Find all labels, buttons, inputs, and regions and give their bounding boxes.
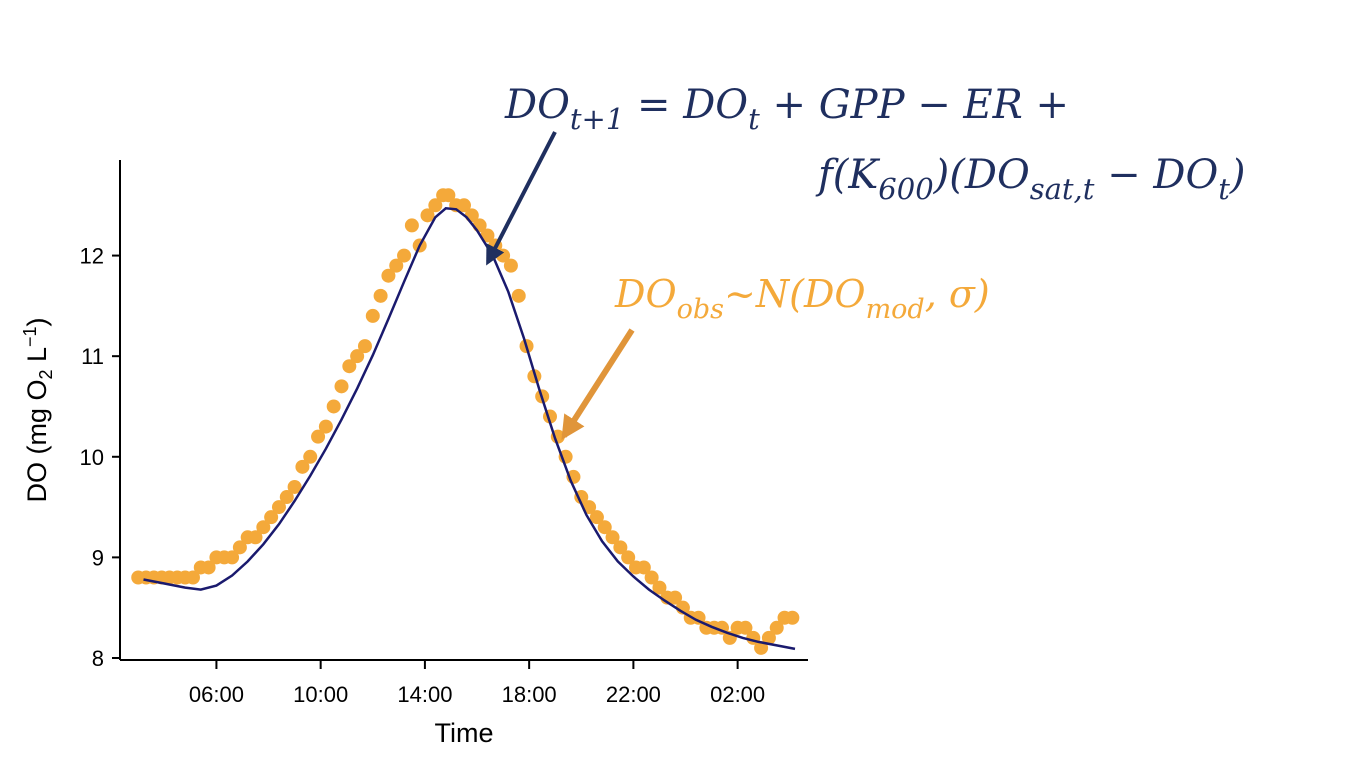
data-point xyxy=(311,429,326,444)
equation-annotations: DOt+1 = DOt + GPP − ER + f(K600)(DOsat,t… xyxy=(486,82,1246,441)
data-point xyxy=(201,560,216,575)
data-point xyxy=(441,188,456,203)
data-point xyxy=(428,198,443,213)
x-tick-label: 14:00 xyxy=(397,682,452,707)
data-point xyxy=(668,590,683,605)
y-tick-label: 10 xyxy=(80,445,104,470)
x-axis-title: Time xyxy=(435,718,494,748)
model-line-path xyxy=(143,207,796,651)
data-point xyxy=(605,530,620,545)
data-point xyxy=(334,379,349,394)
data-point xyxy=(256,520,271,535)
data-point xyxy=(785,610,800,625)
data-point xyxy=(287,479,302,494)
data-point xyxy=(342,359,357,374)
data-point xyxy=(597,520,612,535)
data-point xyxy=(621,550,636,565)
process-equation-line1: DOt+1 = DOt + GPP − ER + xyxy=(504,82,1069,136)
data-point xyxy=(185,570,200,585)
x-tick-label: 02:00 xyxy=(710,682,765,707)
data-point xyxy=(754,640,769,655)
process-equation-line2: f(K600)(DOsat,t − DOt) xyxy=(815,152,1246,206)
data-point xyxy=(303,449,318,464)
data-point xyxy=(365,308,380,323)
data-point xyxy=(652,580,667,595)
observation-equation: DOobs~N(DOmod, σ) xyxy=(614,272,990,325)
data-point xyxy=(420,208,435,223)
y-tick-label: 8 xyxy=(92,646,104,671)
model-line xyxy=(143,207,796,651)
data-point xyxy=(225,550,240,565)
data-point xyxy=(503,258,518,273)
observed-points xyxy=(131,188,800,655)
data-point xyxy=(761,630,776,645)
data-point xyxy=(589,510,604,525)
data-point xyxy=(318,419,333,434)
data-point xyxy=(279,490,294,505)
data-point xyxy=(248,530,263,545)
data-point xyxy=(326,399,341,414)
observation-arrow xyxy=(561,328,635,441)
x-ticks: 06:00 10:00 14:00 18:00 22:00 02:00 xyxy=(189,660,765,707)
x-tick-label: 22:00 xyxy=(606,682,661,707)
y-tick-label: 9 xyxy=(92,545,104,570)
data-point xyxy=(644,570,659,585)
y-tick-label: 12 xyxy=(80,244,104,269)
data-point xyxy=(511,288,526,303)
data-point xyxy=(738,620,753,635)
y-tick-label: 11 xyxy=(81,344,104,369)
data-point xyxy=(373,288,388,303)
process-arrow xyxy=(486,131,557,266)
x-tick-label: 10:00 xyxy=(293,682,348,707)
data-point xyxy=(613,540,628,555)
data-point xyxy=(350,349,365,364)
y-axis-title: DO (mg O2 L−1) xyxy=(20,317,56,502)
data-point xyxy=(636,560,651,575)
data-point xyxy=(769,620,784,635)
data-point xyxy=(295,459,310,474)
data-point xyxy=(381,268,396,283)
data-point xyxy=(404,218,419,233)
data-point xyxy=(480,228,495,243)
x-tick-label: 18:00 xyxy=(502,682,557,707)
data-point xyxy=(232,540,247,555)
data-point xyxy=(271,500,286,515)
data-point xyxy=(264,510,279,525)
x-tick-label: 06:00 xyxy=(189,682,244,707)
data-point xyxy=(397,248,412,263)
data-point xyxy=(357,339,372,354)
data-point xyxy=(389,258,404,273)
y-ticks: 8 9 10 11 12 xyxy=(80,244,120,671)
data-point xyxy=(457,198,471,213)
